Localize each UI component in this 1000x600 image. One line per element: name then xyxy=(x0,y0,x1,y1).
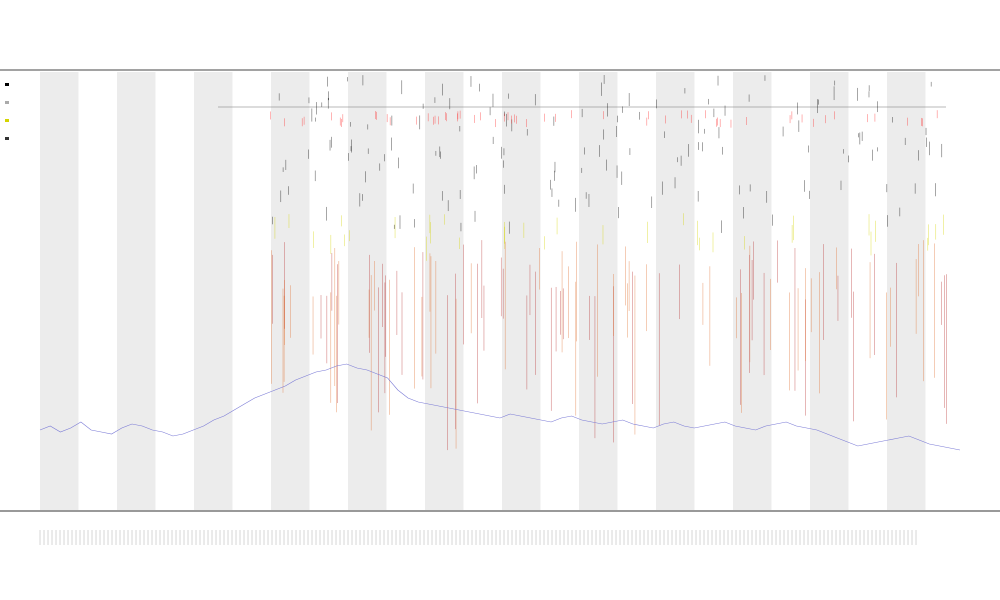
series-line xyxy=(39,363,961,451)
background-band xyxy=(656,72,695,510)
background-band xyxy=(810,72,849,510)
x-tick-labels xyxy=(39,530,917,545)
background-band xyxy=(117,72,156,510)
background-band xyxy=(194,72,233,510)
background-band xyxy=(271,72,310,510)
background-band xyxy=(40,72,79,510)
legend xyxy=(5,83,9,140)
background-band xyxy=(887,72,926,510)
legend-swatch xyxy=(5,137,9,140)
background-band xyxy=(502,72,541,510)
background-bands xyxy=(40,72,926,510)
legend-swatch xyxy=(5,119,9,122)
background-band xyxy=(425,72,464,510)
background-band xyxy=(579,72,618,510)
legend-swatch xyxy=(5,101,9,104)
legend-swatch xyxy=(5,83,9,86)
event-spikes xyxy=(270,75,947,451)
background-band xyxy=(348,72,387,510)
